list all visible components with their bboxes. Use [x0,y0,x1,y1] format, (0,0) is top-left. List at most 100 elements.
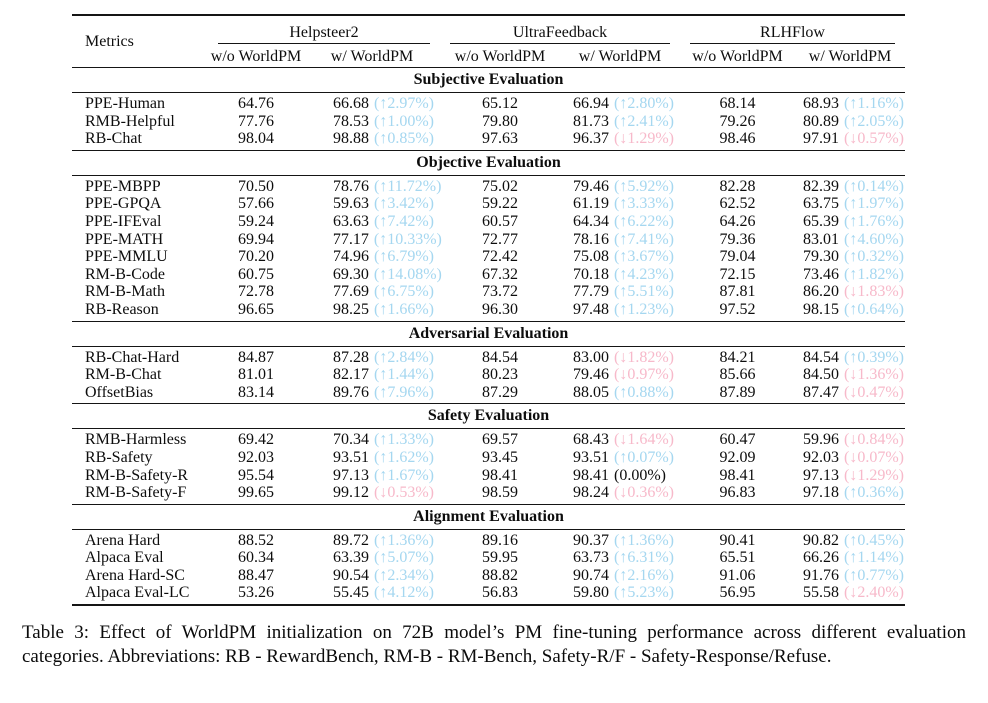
value-without-worldpm: 92.03 [238,448,274,466]
value-without-worldpm: 88.82 [482,566,518,584]
value-with-worldpm: 98.88 (↑0.85%) [304,130,440,148]
delta-up: (↑1.16%) [844,95,904,112]
metric-name: RMB-Harmless [85,431,187,449]
metric-name: PPE-MATH [85,230,164,248]
section-title: Subjective Evaluation [72,67,905,93]
value-with-worldpm: 55.58 (↓2.40%) [795,584,905,602]
value-with-worldpm: 66.26 (↑1.14%) [795,549,905,567]
section-title: Safety Evaluation [72,403,905,430]
value-with-worldpm: 97.13 (↓1.29%) [795,467,905,485]
delta-down: (↓0.57%) [844,130,904,148]
delta-up: (↑4.12%) [374,584,434,602]
value-without-worldpm: 72.78 [238,283,274,301]
value: 69.30 [332,265,369,283]
value-without-worldpm: 81.01 [238,366,274,384]
value: 84.54 [803,348,839,366]
table-row: RB-Chat-Hard 84.87 87.28 (↑2.84%) 84.54 83.00… [72,349,905,367]
delta-up: (↑7.42%) [374,212,434,230]
value-with-worldpm: 79.46 (↑5.92%) [560,178,680,196]
delta-neutral: (0.00%) [614,466,666,484]
value-with-worldpm: 80.89 (↑2.05%) [795,113,905,131]
value: 63.63 [333,212,369,230]
delta-up: (↑5.23%) [614,584,674,602]
value: 73.46 [803,265,839,283]
value-with-worldpm: 90.54 (↑2.34%) [304,567,440,585]
delta-up: (↑3.33%) [614,195,674,213]
value-without-worldpm: 85.66 [719,366,756,384]
value: 97.18 [803,484,839,502]
value-without-worldpm: 98.59 [482,484,518,502]
value: 98.25 [333,300,369,318]
subheader-ultrafeedback-with: w/ WorldPM [578,47,662,65]
delta-up: (↑1.97%) [844,195,904,213]
value-without-worldpm: 67.32 [482,265,518,283]
value-with-worldpm: 98.41 (0.00%) [560,467,680,485]
value: 68.93 [803,95,839,112]
value-without-worldpm: 59.24 [238,212,274,230]
value-without-worldpm: 88.52 [238,531,274,549]
value-with-worldpm: 98.25 (↑1.66%) [304,301,440,319]
delta-up: (↑1.67%) [374,466,434,484]
delta-up: (↑6.79%) [374,248,434,266]
results-table: Metrics Helpsteer2 UltraFeedback RLHFlow… [72,14,905,607]
value: 79.46 [573,177,609,195]
table-row: PPE-MATH 69.94 77.17 (↑10.33%) 72.77 78.16 (↑7… [72,231,905,249]
value-with-worldpm: 74.96 (↑6.79%) [304,248,440,266]
value-without-worldpm: 83.14 [238,383,274,401]
delta-up: (↑14.08%) [373,265,442,283]
value-without-worldpm: 60.75 [238,265,274,283]
value-without-worldpm: 98.41 [482,466,518,484]
delta-up: (↑0.39%) [844,348,904,366]
delta-up: (↑5.07%) [374,549,434,567]
value-without-worldpm: 88.47 [238,566,274,584]
delta-up: (↑1.23%) [614,300,674,318]
value: 63.73 [573,549,609,567]
delta-up: (↑0.85%) [374,130,434,148]
value-with-worldpm: 89.76 (↑7.96%) [304,384,440,402]
value-with-worldpm: 98.15 (↑0.64%) [795,301,905,319]
value: 83.01 [803,230,839,248]
value: 88.05 [573,383,609,401]
value: 92.03 [803,448,839,466]
value: 63.39 [333,549,369,567]
value: 96.37 [573,130,609,148]
value: 79.30 [803,248,839,266]
value-with-worldpm: 66.68 (↑2.97%) [304,95,440,113]
value-without-worldpm: 84.54 [482,348,518,366]
value: 90.74 [573,566,609,584]
value-without-worldpm: 73.72 [482,283,518,301]
value-with-worldpm: 77.17 (↑10.33%) [304,231,442,249]
metric-name: RB-Chat-Hard [85,348,180,366]
value-with-worldpm: 61.19 (↑3.33%) [560,195,680,213]
value-with-worldpm: 77.79 (↑5.51%) [560,283,680,301]
value: 78.16 [573,230,609,248]
delta-down: (↓1.82%) [614,348,674,366]
metric-name: Arena Hard [85,531,161,549]
value-without-worldpm: 60.57 [482,212,518,230]
delta-up: (↑0.77%) [844,566,904,584]
subheader-helpsteer2-without: w/o WorldPM [210,47,302,65]
value: 78.53 [333,112,369,130]
value-with-worldpm: 77.69 (↑6.75%) [304,283,440,301]
value: 70.34 [333,431,369,449]
value-with-worldpm: 63.63 (↑7.42%) [304,213,440,231]
table-header: Metrics Helpsteer2 UltraFeedback RLHFlow… [72,16,905,67]
delta-up: (↑7.41%) [614,230,674,248]
table-row: RM-B-Code 60.75 69.30 (↑14.08%) 67.32 70.18 (↑… [72,266,905,284]
metric-name: PPE-IFEval [85,212,162,230]
value: 90.54 [333,566,369,584]
metric-name: RM-B-Chat [85,366,162,384]
value-without-worldpm: 72.77 [482,230,518,248]
value-without-worldpm: 98.04 [238,130,274,148]
value-with-worldpm: 89.72 (↑1.36%) [304,532,440,550]
value-without-worldpm: 96.83 [719,484,756,502]
delta-up: (↑0.64%) [844,300,904,318]
value: 59.96 [803,431,839,449]
delta-up: (↑2.97%) [374,95,434,112]
delta-up: (↑2.80%) [614,95,674,112]
value-without-worldpm: 89.16 [482,531,518,549]
value-without-worldpm: 80.23 [482,366,518,384]
value-with-worldpm: 88.05 (↑0.88%) [560,384,680,402]
value-with-worldpm: 63.75 (↑1.97%) [795,195,905,213]
